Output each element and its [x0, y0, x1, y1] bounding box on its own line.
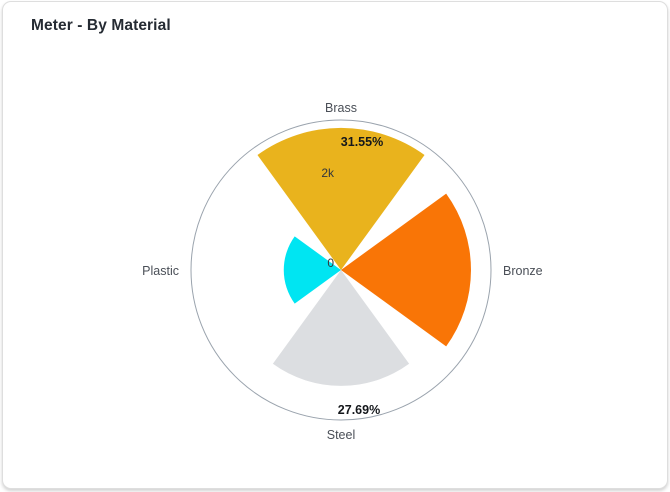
percent-label-brass: 31.55% [341, 135, 383, 149]
sector-bronze[interactable] [341, 193, 471, 347]
radial-tick-2k: 2k [321, 166, 335, 180]
sector-brass[interactable] [257, 127, 425, 271]
axis-label-plastic: Plastic [142, 264, 179, 278]
axis-label-steel: Steel [327, 428, 356, 442]
axis-label-brass: Brass [325, 101, 357, 115]
sector-plastic[interactable] [283, 236, 341, 304]
radial-tick-0: 0 [327, 256, 334, 270]
chart-title: Meter - By Material [31, 17, 171, 34]
polar-outline [190, 119, 492, 421]
axis-label-bronze: Bronze [503, 264, 543, 278]
percent-label-steel: 27.69% [338, 403, 380, 417]
sector-steel[interactable] [272, 270, 410, 386]
polar-area-chart: 0 2k Brass Bronze Steel Plastic 31.55% 27.69% [142, 101, 543, 442]
